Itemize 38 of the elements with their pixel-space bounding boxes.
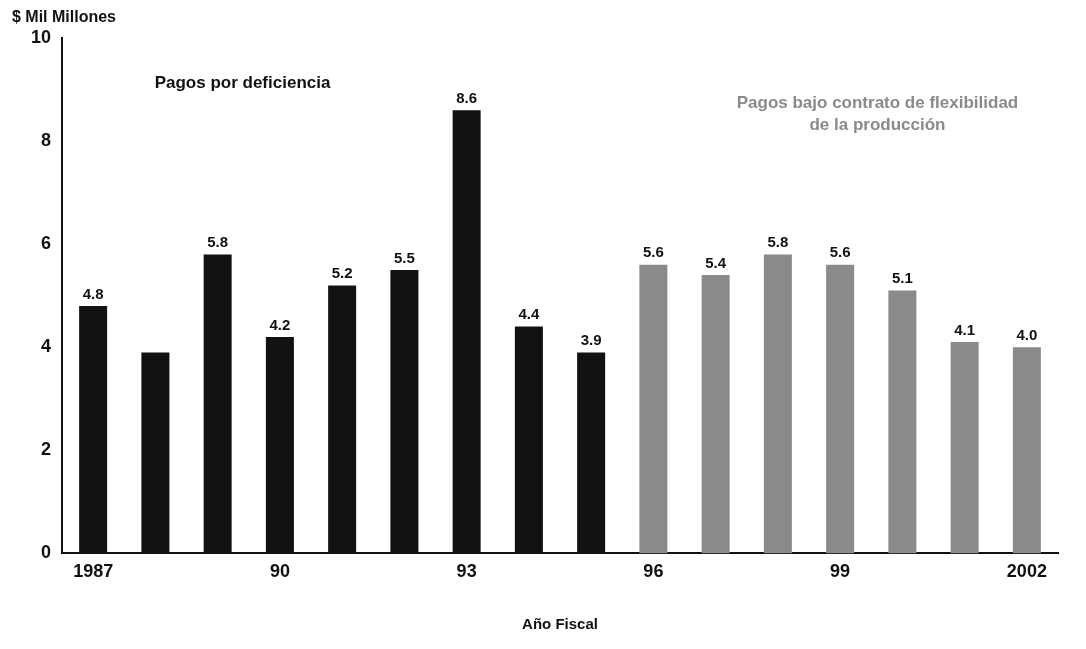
bar bbox=[763, 254, 792, 554]
bar bbox=[701, 275, 730, 554]
data-label: 5.6 bbox=[642, 243, 664, 261]
data-label: 5.5 bbox=[393, 248, 415, 266]
x-tick-label: 93 bbox=[456, 561, 477, 582]
x-tick-label: 99 bbox=[830, 561, 851, 582]
bar bbox=[639, 264, 668, 554]
data-label: 4.0 bbox=[1016, 325, 1038, 343]
data-label: 5.4 bbox=[705, 253, 727, 271]
text: Pagos por deficiencia bbox=[154, 72, 331, 92]
data-label: 4.8 bbox=[82, 284, 104, 302]
data-label: 5.8 bbox=[207, 233, 229, 251]
x-axis-title: Año Fiscal bbox=[522, 615, 598, 633]
data-label: 5.8 bbox=[767, 233, 789, 251]
y-tick-label: 6 bbox=[41, 233, 52, 254]
y-tick-label: 10 bbox=[30, 26, 52, 47]
data-label: 5.6 bbox=[829, 243, 851, 261]
x-tick-label: 90 bbox=[269, 561, 290, 582]
x-tick-label: 96 bbox=[643, 561, 664, 582]
data-label: 4.4 bbox=[518, 305, 540, 323]
bar bbox=[1012, 347, 1041, 554]
y-axis-title: $ Mil Millones bbox=[12, 8, 117, 26]
y-tick-label: 4 bbox=[41, 336, 52, 357]
data-label: 4.1 bbox=[954, 320, 976, 338]
text: Pagos bajo contrato de flexibilidad de la producción bbox=[736, 92, 1019, 134]
data-label: 8.6 bbox=[456, 88, 478, 106]
bar bbox=[888, 290, 917, 554]
data-label: 5.2 bbox=[331, 264, 353, 282]
y-tick-label: 8 bbox=[41, 130, 52, 151]
data-label: 5.1 bbox=[891, 269, 913, 287]
x-tick-label: 2002 bbox=[1006, 561, 1047, 582]
bar bbox=[950, 342, 979, 554]
x-tick-label: 1987 bbox=[73, 561, 114, 582]
data-label: 4.2 bbox=[269, 315, 291, 333]
data-label: 3.9 bbox=[580, 331, 602, 349]
y-tick-label: 2 bbox=[41, 439, 52, 460]
y-tick-label: 0 bbox=[41, 542, 52, 563]
bar bbox=[826, 264, 855, 554]
